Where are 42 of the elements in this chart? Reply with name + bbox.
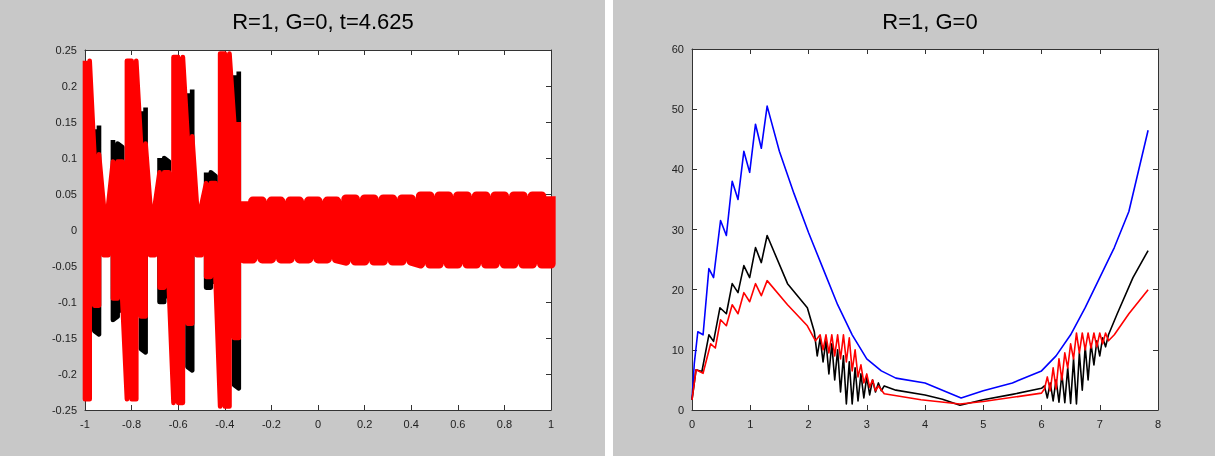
- x-tick-label: -0.2: [261, 417, 281, 430]
- y-tick-label: -0.05: [51, 260, 77, 272]
- x-tick-label: -0.6: [168, 417, 188, 430]
- x-tick-label: 5: [980, 417, 987, 430]
- x-tick-label: 1: [747, 417, 754, 430]
- y-tick-label: 60: [671, 43, 684, 55]
- x-tick-label: 4: [921, 417, 929, 430]
- y-tick-label: 0.2: [61, 80, 77, 92]
- x-tick-label: 0: [688, 417, 696, 430]
- y-tick-label: 10: [671, 343, 684, 356]
- y-tick-label: 0: [70, 224, 77, 236]
- x-tick-label: -0.4: [215, 417, 235, 430]
- y-tick-label: 40: [671, 163, 684, 176]
- y-tick-label: -0.15: [51, 332, 77, 344]
- y-tick-label: 0.1: [61, 152, 77, 164]
- x-tick-label: 8: [1154, 417, 1162, 430]
- x-tick-label: -1: [80, 417, 90, 430]
- y-tick-label: 0.15: [55, 116, 77, 128]
- x-tick-label: 6: [1038, 417, 1045, 430]
- y-tick-label: 0: [677, 404, 684, 416]
- y-tick-label: 20: [671, 283, 684, 296]
- x-tick-label: 0.2: [356, 417, 373, 430]
- x-tick-label: 0.8: [496, 417, 513, 430]
- line-series: [691, 105, 1149, 401]
- x-tick-label: 1: [547, 417, 555, 430]
- x-tick-label: -0.8: [122, 417, 142, 430]
- x-tick-label: 0.6: [450, 417, 466, 430]
- y-tick-label: 50: [671, 103, 684, 116]
- chart-title: R=1, G=0, t=4.625: [232, 8, 414, 34]
- y-tick-label: -0.25: [51, 404, 77, 416]
- y-tick-label: -0.1: [58, 296, 77, 308]
- x-tick-label: 7: [1096, 417, 1103, 430]
- x-tick-label: 3: [863, 417, 870, 430]
- x-tick-label: 0.4: [403, 417, 419, 430]
- x-tick-label: 2: [805, 417, 812, 430]
- x-tick-label: 0: [314, 417, 322, 430]
- chart-title: R=1, G=0: [882, 8, 978, 34]
- y-tick-label: 0.05: [55, 188, 77, 200]
- y-tick-label: 30: [671, 223, 684, 236]
- line-series: [691, 279, 1149, 405]
- y-tick-label: -0.2: [58, 368, 77, 380]
- y-tick-label: 0.25: [55, 44, 77, 56]
